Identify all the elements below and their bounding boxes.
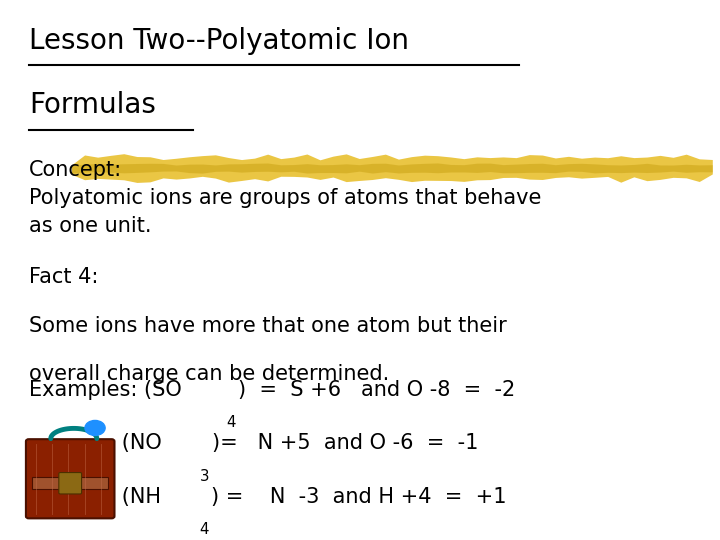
Text: 3: 3 — [200, 469, 210, 484]
Text: )=   N +5  and O -6  =  -1: )= N +5 and O -6 = -1 — [212, 433, 479, 453]
FancyBboxPatch shape — [26, 439, 114, 518]
Text: Some ions have more that one atom but their: Some ions have more that one atom but th… — [29, 315, 507, 336]
Text: 4: 4 — [199, 522, 209, 537]
Text: (NH: (NH — [29, 487, 161, 507]
Text: ) =    N  -3  and H +4  =  +1: ) = N -3 and H +4 = +1 — [212, 487, 507, 507]
Text: Formulas: Formulas — [29, 91, 156, 119]
Text: Lesson Two--Polyatomic Ion: Lesson Two--Polyatomic Ion — [29, 27, 409, 55]
Circle shape — [85, 421, 105, 435]
Text: overall charge can be determined.: overall charge can be determined. — [29, 364, 389, 384]
Polygon shape — [72, 164, 713, 173]
Text: )  =  S +6   and O -8  =  -2: ) = S +6 and O -8 = -2 — [238, 380, 516, 400]
Polygon shape — [72, 154, 713, 183]
Text: Fact 4:: Fact 4: — [29, 267, 98, 287]
FancyBboxPatch shape — [59, 472, 81, 494]
FancyBboxPatch shape — [32, 477, 108, 489]
Text: Concept:
Polyatomic ions are groups of atoms that behave
as one unit.: Concept: Polyatomic ions are groups of a… — [29, 160, 541, 237]
Text: 4: 4 — [226, 415, 235, 430]
Text: Examples: (SO: Examples: (SO — [29, 380, 181, 400]
Text: (NO: (NO — [29, 433, 161, 453]
